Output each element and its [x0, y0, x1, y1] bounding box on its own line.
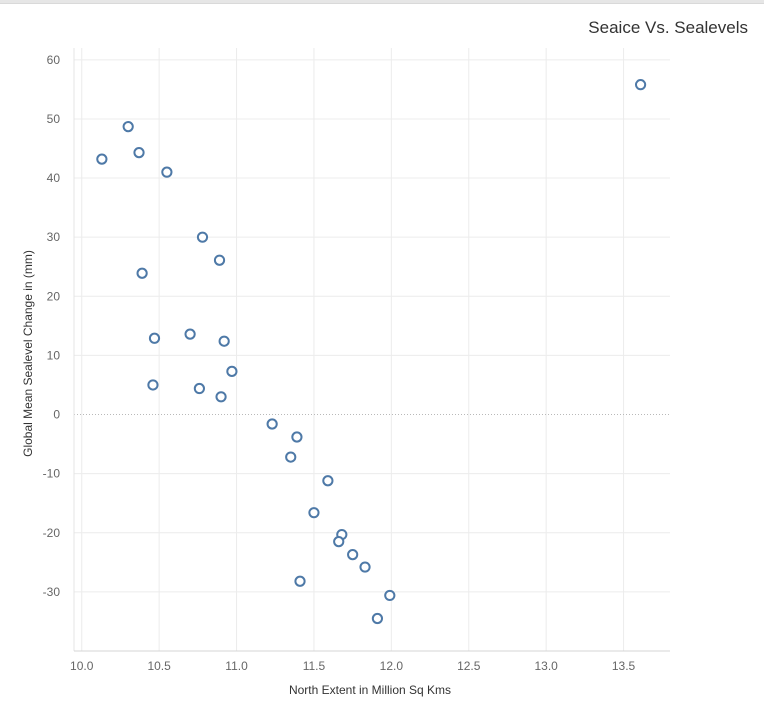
x-tick-label: 10.0 — [70, 659, 94, 673]
scatter-point — [359, 561, 371, 573]
y-tick-label: 40 — [47, 171, 61, 185]
scatter-point — [147, 379, 159, 391]
scatter-point — [347, 549, 359, 561]
scatter-point — [148, 332, 161, 344]
scatter-point — [184, 328, 196, 340]
y-axis-title: Global Mean Sealevel Change in (mm) — [21, 250, 35, 457]
x-tick-label: 13.0 — [534, 659, 558, 673]
scatter-point — [161, 166, 173, 178]
scatter-point — [308, 507, 320, 519]
scatter-point — [634, 79, 647, 91]
scatter-point — [122, 121, 134, 133]
x-tick-label: 12.0 — [380, 659, 404, 673]
scatter-point — [193, 382, 205, 395]
scatter-point — [371, 612, 384, 625]
y-tick-label: -10 — [43, 467, 61, 481]
axes: 10.0 10.5 11.0 11.5 12.0 12.5 13.0 13.5 60 50 40 30… — [43, 48, 670, 673]
y-tick-label: -20 — [43, 526, 61, 540]
scatter-point — [294, 575, 306, 587]
x-tick-label: 11.0 — [225, 659, 248, 673]
x-tick-label: 12.5 — [457, 659, 481, 673]
scatter-point — [196, 231, 209, 243]
scatter-point — [213, 254, 226, 266]
y-tick-label: 20 — [47, 289, 61, 303]
y-tick-label: 0 — [53, 408, 60, 422]
x-tick-label: 10.5 — [147, 659, 171, 673]
y-tick-label: 10 — [47, 348, 61, 362]
scatter-point — [136, 267, 148, 279]
y-tick-label: 60 — [47, 53, 61, 67]
scatter-point — [215, 391, 227, 403]
scatter-point — [322, 475, 334, 487]
chart-title: Seaice Vs. Sealevels — [588, 18, 748, 37]
grid — [74, 48, 670, 651]
scatter-point — [285, 451, 297, 463]
scatter-point — [96, 153, 108, 165]
scatter-point — [133, 147, 145, 159]
scatter-point — [218, 335, 230, 347]
x-tick-label: 11.5 — [303, 659, 326, 673]
x-tick-label: 13.5 — [612, 659, 636, 673]
y-tick-label: 30 — [47, 230, 61, 244]
top-divider — [0, 0, 764, 4]
y-tick-label: -30 — [43, 585, 61, 599]
x-axis-title: North Extent in Million Sq Kms — [289, 683, 451, 697]
scatter-point — [384, 589, 396, 602]
scatter-point — [333, 536, 345, 548]
scatter-point — [266, 418, 278, 430]
data-points — [96, 79, 647, 625]
y-tick-label: 50 — [47, 112, 61, 126]
scatter-point — [226, 365, 238, 377]
scatter-point — [291, 431, 303, 443]
